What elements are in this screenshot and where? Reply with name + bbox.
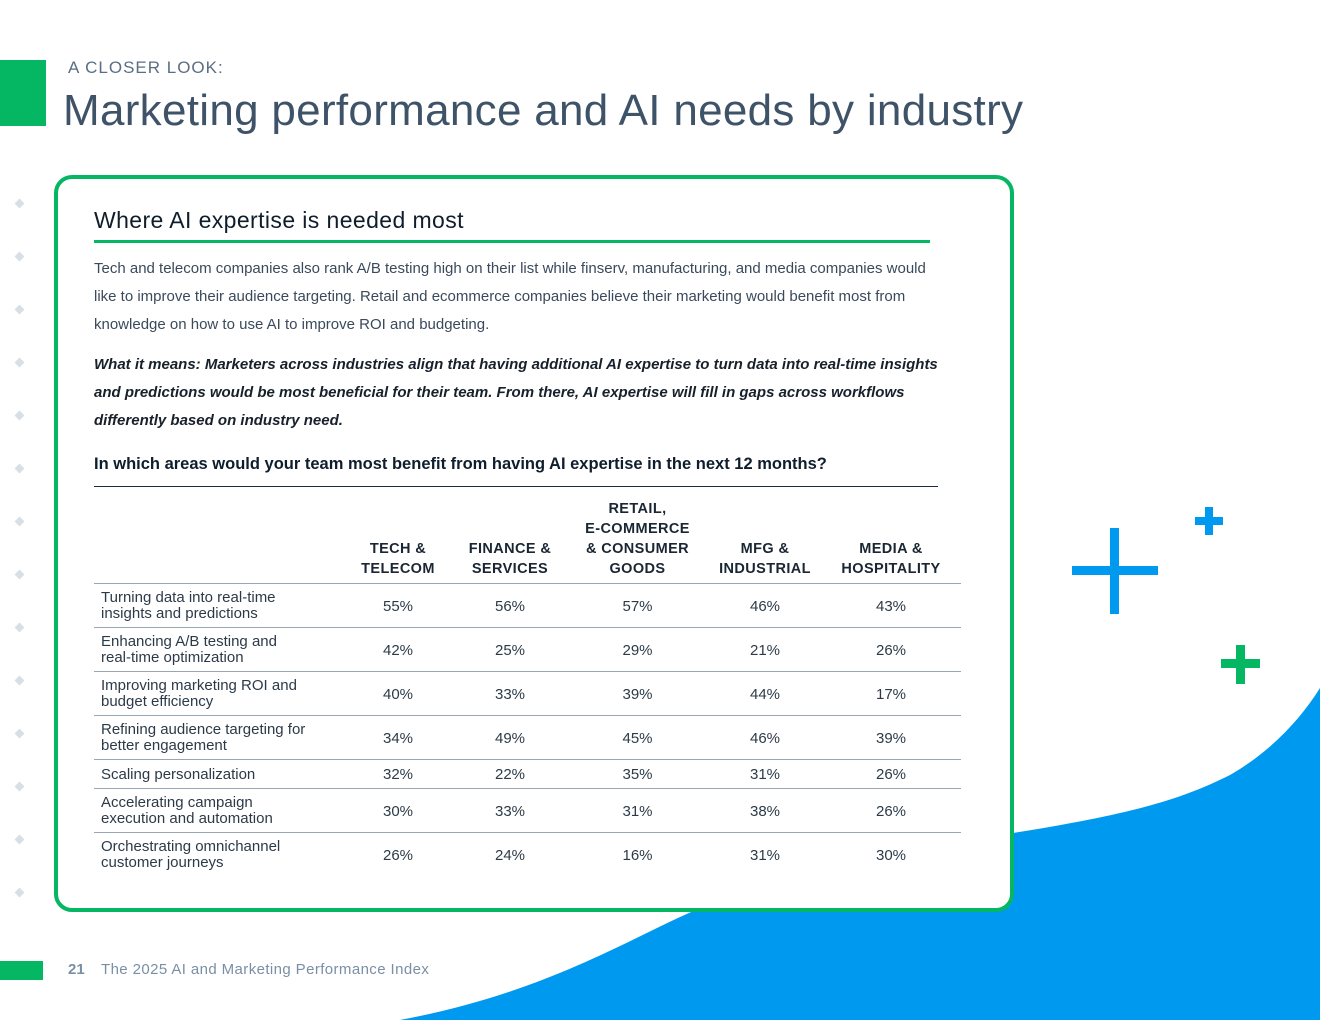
decorative-dot-column [14, 198, 25, 942]
table-cell: 42% [342, 627, 454, 672]
table-cell: 45% [566, 715, 709, 760]
table-cell: 29% [566, 627, 709, 672]
table-cell: 32% [342, 759, 454, 789]
table-cell: 46% [709, 715, 821, 760]
table-cell: 26% [342, 832, 454, 876]
table-cell: 46% [709, 583, 821, 628]
table-cell: 31% [709, 832, 821, 876]
table-row: Refining audience targeting for better en… [94, 715, 961, 760]
plus-icon [1072, 528, 1158, 614]
decorative-dot [14, 304, 25, 315]
column-header-finance-services: FINANCE & SERVICES [468, 541, 552, 577]
decorative-dot [14, 887, 25, 898]
row-label: Orchestrating omnichannel customer journe… [94, 832, 342, 876]
row-label: Enhancing A/B testing and real-time optim… [94, 627, 342, 672]
column-header-media-hospitality: MEDIA & HOSPITALITY [841, 541, 941, 577]
decorative-dot [14, 675, 25, 686]
table-cell: 34% [342, 715, 454, 760]
decorative-dot [14, 516, 25, 527]
decorative-dot [14, 198, 25, 209]
table-cell: 40% [342, 671, 454, 716]
table-cell: 57% [566, 583, 709, 628]
row-label: Accelerating campaign execution and autom… [94, 788, 342, 833]
table-cell: 49% [454, 715, 566, 760]
table-cell: 25% [454, 627, 566, 672]
page-title: Marketing performance and AI needs by in… [63, 86, 1024, 135]
column-header-tech-telecom: TECH & TELECOM [361, 541, 435, 577]
insight-text: What it means: Marketers across industri… [94, 356, 938, 429]
table-cell: 16% [566, 832, 709, 876]
table-cell: 31% [566, 788, 709, 833]
decorative-dot [14, 251, 25, 262]
table-row: Scaling personalization 32% 22% 35% 31% … [94, 759, 961, 789]
table-row: Improving marketing ROI and budget effici… [94, 671, 961, 716]
row-label: Scaling personalization [94, 759, 342, 789]
column-header-retail-ecommerce: RETAIL, E-COMMERCE & CONSUMER GOODS [585, 501, 690, 577]
table-cell: 33% [454, 788, 566, 833]
decorative-dot [14, 463, 25, 474]
decorative-dot [14, 357, 25, 368]
table-cell: 24% [454, 832, 566, 876]
card-body-text: Tech and telecom companies also rank A/B… [94, 260, 926, 333]
survey-question: In which areas would your team most bene… [94, 455, 827, 473]
row-label: Refining audience targeting for better en… [94, 715, 342, 760]
content-card: Where AI expertise is needed most Tech a… [54, 175, 1014, 912]
decorative-dot [14, 728, 25, 739]
table-cell: 26% [821, 627, 961, 672]
table-cell: 38% [709, 788, 821, 833]
row-label: Turning data into real-time insights and … [94, 583, 342, 628]
row-label: Improving marketing ROI and budget effici… [94, 671, 342, 716]
table-header-cell-empty [94, 499, 342, 584]
column-header-mfg-industrial: MFG & INDUSTRIAL [719, 541, 811, 577]
footer-accent-bar [0, 961, 43, 980]
table-cell: 55% [342, 583, 454, 628]
table-cell: 43% [821, 583, 961, 628]
table-cell: 56% [454, 583, 566, 628]
page-number: 21 [68, 961, 85, 978]
table-cell: 17% [821, 671, 961, 716]
table-cell: 33% [454, 671, 566, 716]
question-divider [94, 486, 938, 487]
table-cell: 30% [821, 832, 961, 876]
table-cell: 44% [709, 671, 821, 716]
card-title: Where AI expertise is needed most [94, 207, 464, 233]
decorative-dot [14, 410, 25, 421]
decorative-dot [14, 569, 25, 580]
table-row: Accelerating campaign execution and autom… [94, 788, 961, 833]
plus-icon [1195, 507, 1223, 535]
table-cell: 26% [821, 788, 961, 833]
table-cell: 31% [709, 759, 821, 789]
report-name: The 2025 AI and Marketing Performance In… [101, 961, 430, 978]
table-cell: 26% [821, 759, 961, 789]
table-cell: 30% [342, 788, 454, 833]
decorative-dot [14, 834, 25, 845]
table-header-row: TECH & TELECOM FINANCE & SERVICES RETAIL… [94, 499, 961, 584]
table-row: Turning data into real-time insights and … [94, 583, 961, 628]
header-accent-bar [0, 60, 46, 126]
table-cell: 21% [709, 627, 821, 672]
industry-table: TECH & TELECOM FINANCE & SERVICES RETAIL… [94, 499, 961, 876]
table-row: Enhancing A/B testing and real-time optim… [94, 627, 961, 672]
table-row: Orchestrating omnichannel customer journe… [94, 832, 961, 876]
table-cell: 39% [821, 715, 961, 760]
table-cell: 39% [566, 671, 709, 716]
plus-icon [1221, 645, 1260, 684]
table-cell: 22% [454, 759, 566, 789]
decorative-dot [14, 781, 25, 792]
decorative-dot [14, 622, 25, 633]
title-underline [94, 240, 930, 243]
eyebrow-label: A CLOSER LOOK: [68, 58, 224, 77]
table-cell: 35% [566, 759, 709, 789]
